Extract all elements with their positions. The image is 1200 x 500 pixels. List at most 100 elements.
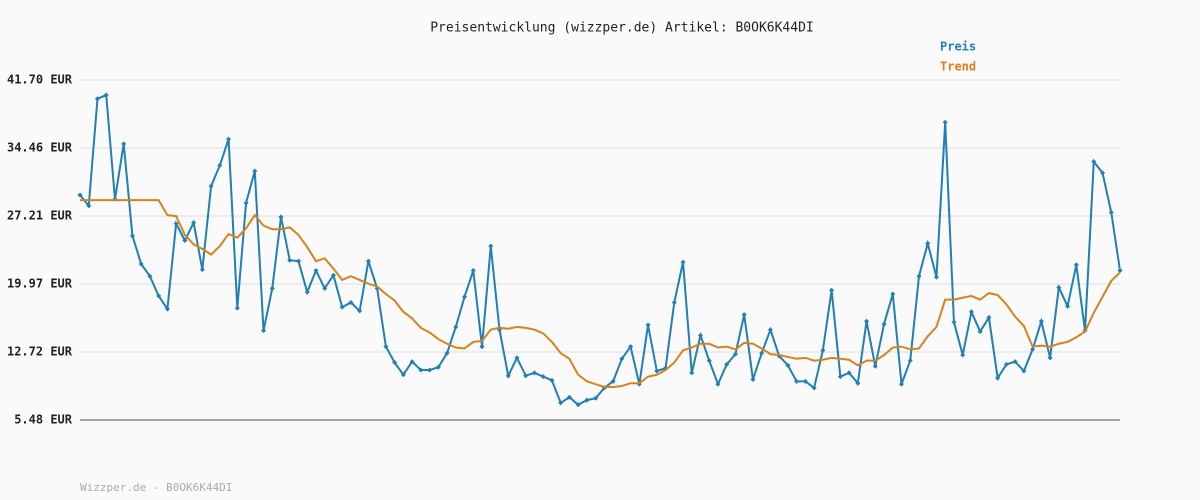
point [1012, 359, 1018, 365]
y-tick-label: 5.48 EUR [14, 413, 73, 427]
point [1003, 361, 1009, 367]
y-tick-label: 19.97 EUR [7, 276, 73, 290]
point [243, 200, 249, 206]
point [339, 304, 345, 310]
point [182, 238, 188, 244]
point [977, 329, 983, 335]
point [392, 360, 398, 366]
point [540, 374, 546, 380]
point [252, 168, 258, 174]
point [322, 285, 328, 291]
point [514, 355, 520, 361]
point [549, 377, 555, 383]
point [829, 287, 835, 293]
point [295, 258, 301, 264]
point [837, 374, 843, 380]
point [820, 347, 826, 353]
point [103, 92, 109, 98]
y-tick-label: 27.21 EUR [7, 209, 73, 223]
point [1073, 262, 1079, 268]
point [802, 378, 808, 384]
point [767, 327, 773, 333]
point [872, 363, 878, 369]
point [575, 402, 581, 408]
point [968, 309, 974, 315]
point [383, 344, 389, 350]
point [855, 380, 861, 386]
point [138, 261, 144, 267]
point [1030, 346, 1036, 352]
point [689, 370, 695, 376]
point [925, 240, 931, 246]
point [1100, 170, 1106, 176]
point [706, 358, 712, 364]
point [785, 362, 791, 368]
point [1108, 209, 1114, 215]
point [77, 192, 83, 198]
point [759, 350, 765, 356]
point [558, 400, 564, 406]
point [348, 299, 354, 305]
point [191, 220, 197, 226]
point [453, 324, 459, 330]
point [287, 257, 293, 263]
point [470, 268, 476, 274]
point [400, 372, 406, 378]
point [199, 267, 205, 273]
point [750, 376, 756, 382]
point [164, 306, 170, 312]
point [304, 289, 310, 295]
point [645, 322, 651, 328]
point [933, 274, 939, 280]
point [1117, 268, 1123, 274]
point [121, 141, 127, 147]
point [462, 294, 468, 300]
point [811, 385, 817, 391]
point [435, 364, 441, 370]
point [724, 361, 730, 367]
point [610, 378, 616, 384]
point [357, 308, 363, 314]
point [409, 359, 415, 365]
point [732, 351, 738, 357]
series-line [79, 93, 1121, 406]
point [156, 293, 162, 299]
point [505, 373, 511, 379]
point [217, 162, 223, 168]
point [654, 368, 660, 374]
point [671, 299, 677, 305]
point [1038, 318, 1044, 324]
point [86, 203, 92, 209]
point [794, 378, 800, 384]
point [619, 356, 625, 362]
point [234, 305, 240, 311]
point [129, 233, 135, 239]
point [488, 243, 494, 249]
point [226, 136, 232, 142]
point [531, 370, 537, 376]
legend-label: Preis [940, 40, 976, 54]
point [523, 373, 529, 379]
point [427, 367, 433, 373]
point [916, 273, 922, 279]
footer: Wizzper.de - B0OK6K44DI [80, 481, 232, 494]
point [698, 332, 704, 338]
point [94, 96, 100, 102]
point [907, 358, 913, 364]
point [881, 321, 887, 327]
point [864, 318, 870, 324]
point [890, 291, 896, 297]
point [566, 394, 572, 400]
point [444, 350, 450, 356]
y-tick-label: 41.70 EUR [7, 73, 73, 87]
point [1047, 355, 1053, 361]
point [995, 375, 1001, 381]
point [330, 272, 336, 278]
point [173, 221, 179, 227]
point [942, 119, 948, 125]
point [278, 214, 284, 220]
point [1056, 284, 1062, 290]
chart-title: Preisentwicklung (wizzper.de) Artikel: B… [430, 21, 814, 36]
